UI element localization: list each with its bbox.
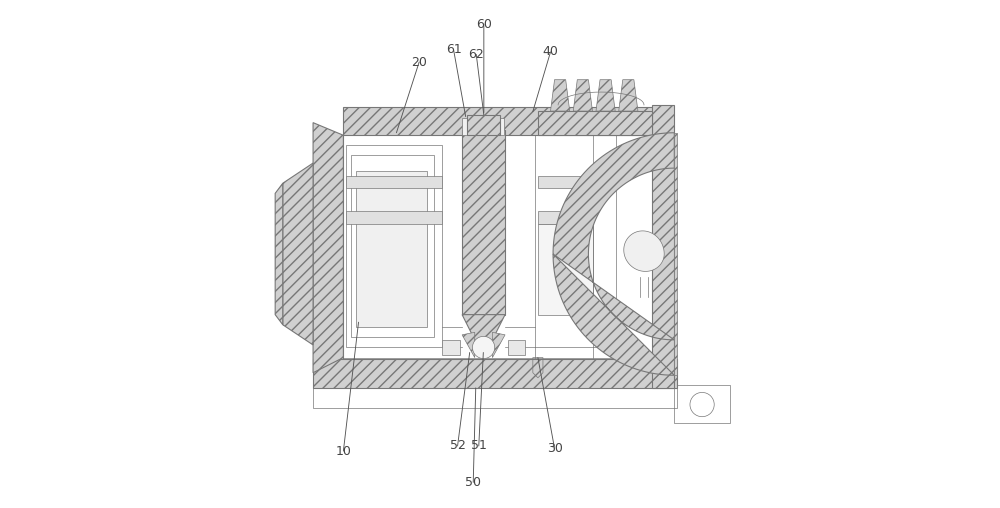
Polygon shape — [275, 183, 283, 325]
Text: 10: 10 — [335, 444, 351, 458]
Bar — [351, 155, 434, 337]
Bar — [356, 171, 427, 327]
Bar — [462, 117, 482, 135]
Bar — [346, 211, 442, 224]
Bar — [275, 236, 295, 254]
Bar — [538, 224, 593, 314]
Text: 51: 51 — [471, 439, 487, 453]
Polygon shape — [462, 332, 475, 358]
Text: 20: 20 — [411, 55, 427, 69]
Circle shape — [690, 393, 714, 417]
Polygon shape — [492, 332, 505, 358]
Polygon shape — [283, 163, 313, 345]
Polygon shape — [619, 80, 638, 111]
Bar — [538, 211, 593, 224]
Bar — [346, 176, 442, 188]
Polygon shape — [551, 80, 570, 111]
Bar — [283, 183, 313, 325]
Bar — [343, 108, 662, 135]
Polygon shape — [624, 231, 664, 271]
Text: 60: 60 — [476, 18, 492, 30]
Bar — [313, 387, 677, 408]
Bar — [538, 176, 593, 188]
Bar — [275, 254, 303, 274]
Bar — [484, 117, 504, 135]
Bar — [508, 340, 525, 355]
Text: 52: 52 — [450, 439, 465, 453]
Polygon shape — [596, 80, 615, 111]
Text: 62: 62 — [468, 48, 484, 61]
Bar — [442, 340, 460, 355]
Polygon shape — [462, 314, 505, 358]
Polygon shape — [573, 80, 592, 111]
Bar — [538, 111, 652, 135]
Bar — [313, 359, 677, 388]
Polygon shape — [313, 122, 343, 373]
Bar — [462, 130, 505, 314]
Bar — [467, 115, 500, 135]
Bar — [616, 135, 652, 358]
Bar — [652, 105, 674, 388]
Bar — [674, 386, 730, 423]
Text: 30: 30 — [547, 442, 563, 455]
Polygon shape — [553, 133, 674, 375]
Text: 50: 50 — [465, 476, 481, 489]
Text: 61: 61 — [446, 43, 461, 56]
Bar — [674, 133, 677, 375]
Circle shape — [472, 336, 495, 359]
Text: 40: 40 — [543, 45, 558, 58]
Bar — [346, 145, 442, 347]
